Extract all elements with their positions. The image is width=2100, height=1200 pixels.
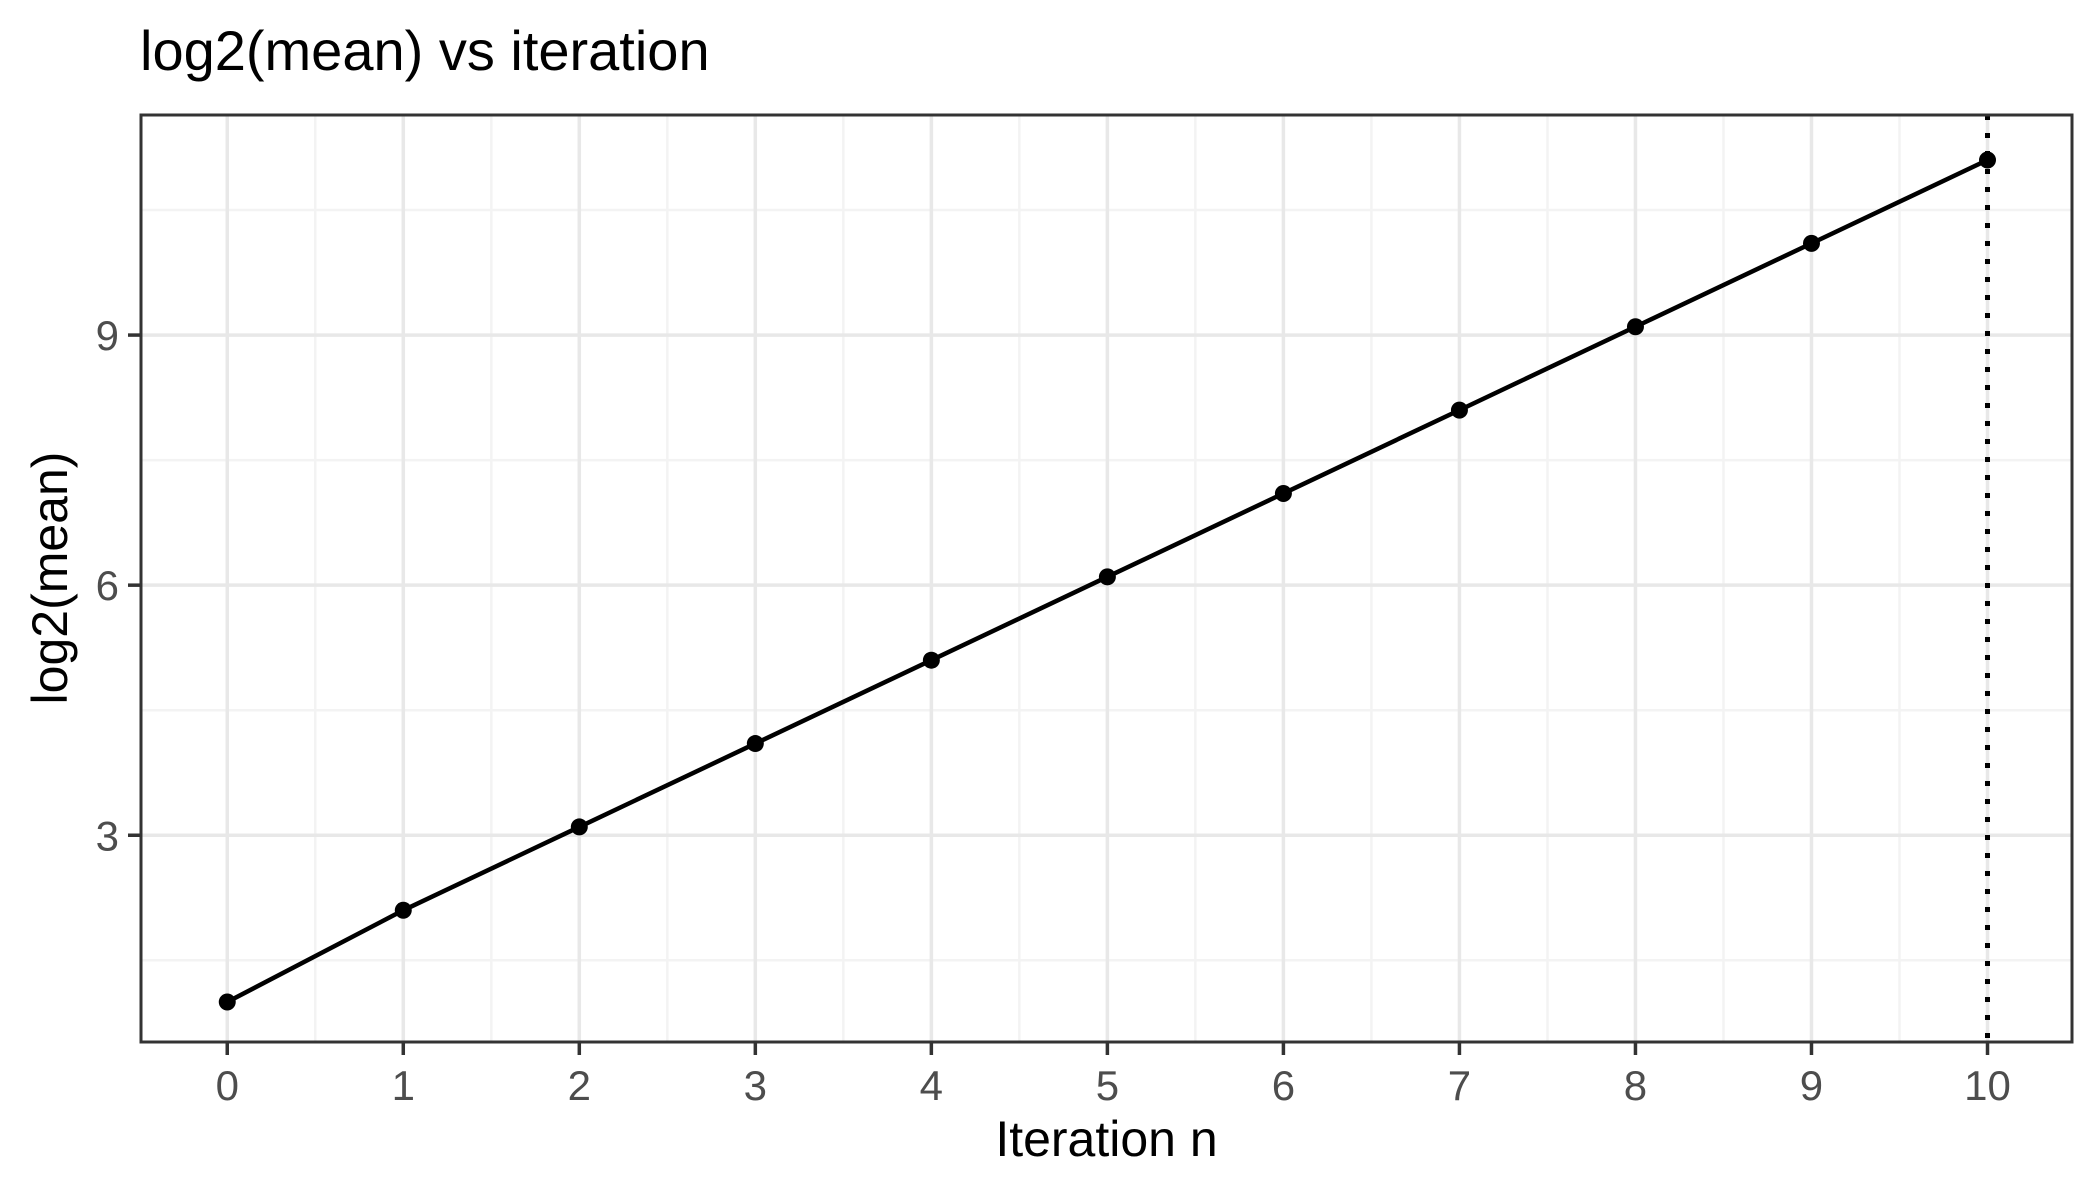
data-point	[1802, 234, 1820, 252]
data-point	[1274, 484, 1292, 502]
x-tick-label: 9	[1800, 1062, 1823, 1109]
x-axis-title: Iteration n	[995, 1111, 1218, 1167]
data-point	[570, 818, 588, 836]
data-point	[1098, 568, 1116, 586]
x-tick-labels: 0 1 2 3 4 5 6 7 8 9 10	[216, 1062, 2011, 1109]
y-tick-labels: 3 6 9	[96, 312, 119, 859]
data-point	[218, 993, 236, 1011]
y-tick-label: 3	[96, 812, 119, 859]
data-point	[1979, 151, 1997, 169]
data-point	[1450, 401, 1468, 419]
x-tick-label: 8	[1624, 1062, 1647, 1109]
x-tick-label: 1	[392, 1062, 415, 1109]
chart-title: log2(mean) vs iteration	[140, 19, 710, 82]
data-point	[922, 651, 940, 669]
x-tick-label: 3	[744, 1062, 767, 1109]
x-tick-label: 2	[568, 1062, 591, 1109]
x-tick-label: 0	[216, 1062, 239, 1109]
y-axis-title: log2(mean)	[22, 451, 78, 705]
axis-ticks	[128, 333, 1990, 1055]
data-point	[394, 901, 412, 919]
data-point	[1626, 318, 1644, 336]
x-tick-label: 5	[1096, 1062, 1119, 1109]
x-tick-label: 4	[920, 1062, 943, 1109]
y-tick-label: 6	[96, 562, 119, 609]
x-tick-label: 7	[1448, 1062, 1471, 1109]
data-points	[218, 151, 1997, 1011]
x-tick-label: 6	[1272, 1062, 1295, 1109]
data-point	[746, 735, 764, 753]
y-tick-label: 9	[96, 312, 119, 359]
x-tick-label: 10	[1964, 1062, 2011, 1109]
